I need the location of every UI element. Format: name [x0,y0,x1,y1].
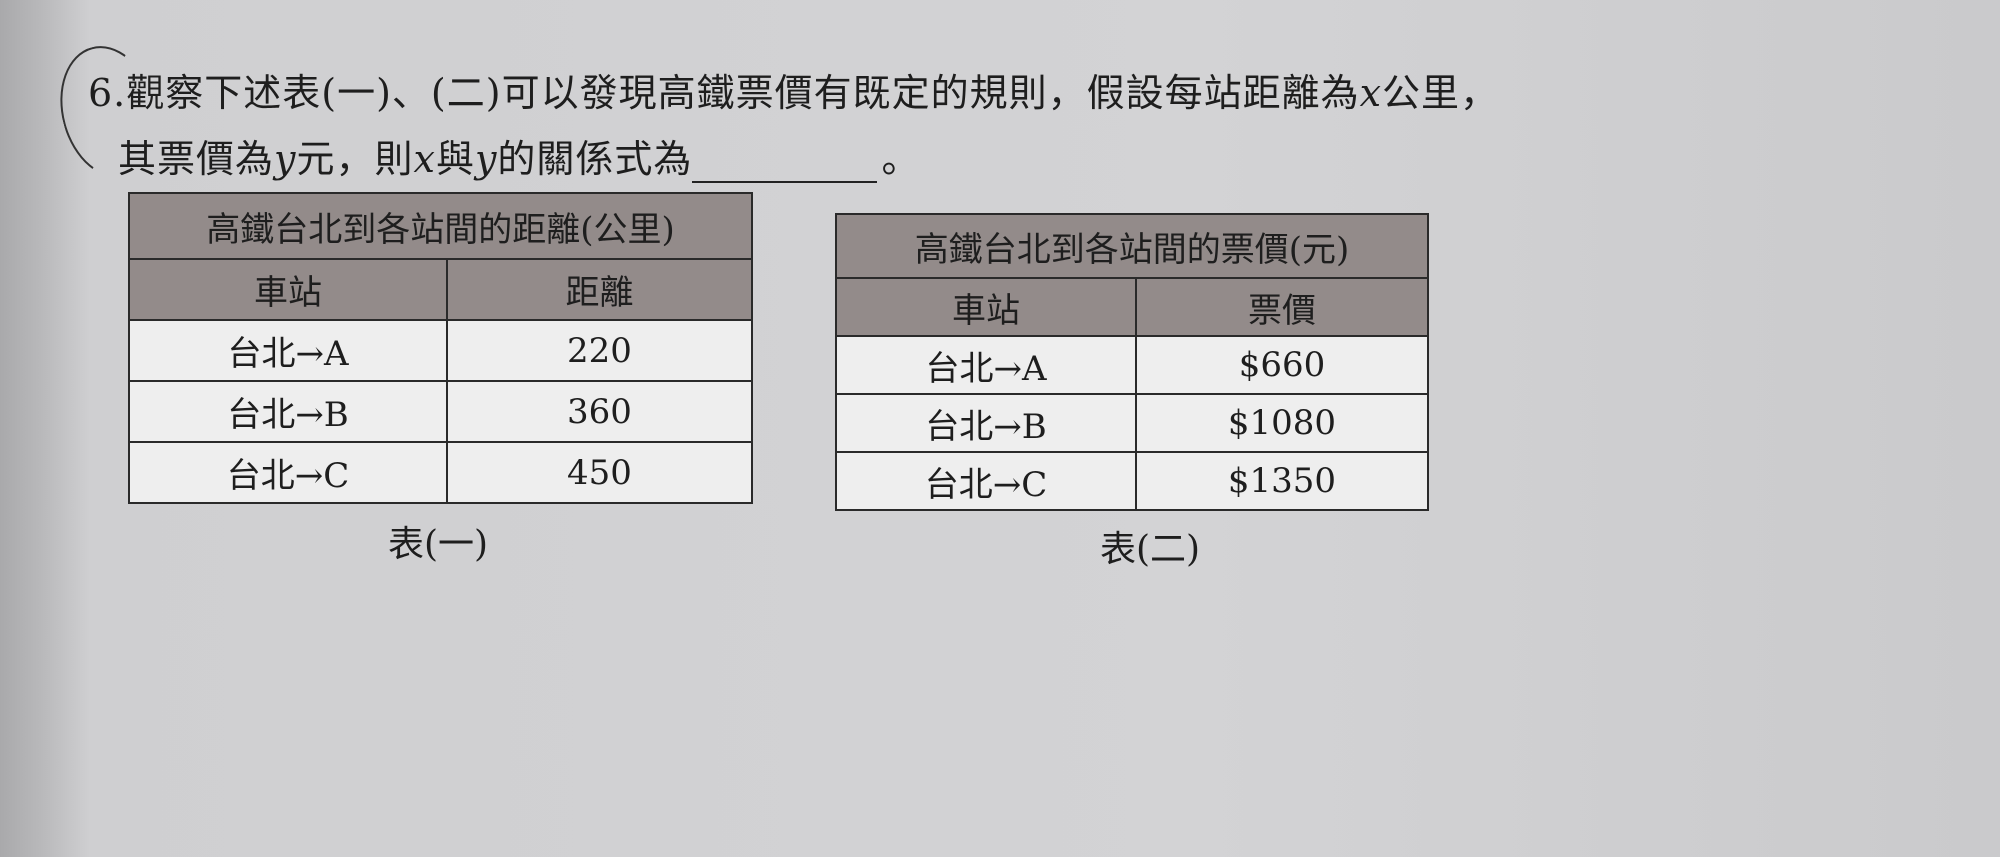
distance-cell: 220 [446,319,753,382]
question-number: 6. [88,71,127,115]
question-end: 。 [881,137,921,181]
station-cell: 台北→B [835,393,1137,453]
variable-y: y [274,137,297,181]
distance-cell: 450 [446,441,753,504]
question-line-1: 6.觀察下述表(一)、(二)可以發現高鐵票價有既定的規則，假設每站距離為x公里， [88,62,1499,117]
question-text: 與 [435,137,475,181]
fare-table: 高鐵台北到各站間的票價(元) 車站 票價 台北→A $660 台北→B $1080 台… [835,213,1429,511]
table-row: 台北→A $660 [835,335,1429,395]
table-row: 台北→B $1080 [835,393,1429,453]
question-line-2: 其票價為y元，則x與y的關係式為。 [118,128,920,183]
station-cell: 台北→A [128,319,448,382]
table-title: 高鐵台北到各站間的距離(公里) [128,192,753,260]
answer-blank[interactable] [692,147,878,183]
question-text: 觀察下述表(一)、(二)可以發現高鐵票價有既定的規則，假設每站距離為 [126,71,1360,115]
table-row: 台北→B 360 [128,380,753,443]
table-row: 台北→C 450 [128,441,753,504]
column-header: 車站 [835,277,1137,337]
fare-cell: $660 [1135,335,1429,395]
station-cell: 台北→C [835,451,1137,511]
table-title: 高鐵台北到各站間的票價(元) [835,213,1429,279]
station-cell: 台北→A [835,335,1137,395]
question-text: 的關係式為 [497,137,693,181]
question-text: 元，則 [296,137,414,181]
variable-x: x [413,137,436,181]
fare-cell: $1080 [1135,393,1429,453]
variable-x: x [1359,71,1383,115]
table-row: 台北→C $1350 [835,451,1429,511]
column-header: 距離 [446,258,753,321]
fare-cell: $1350 [1135,451,1429,511]
question-text: 其票價為 [118,137,275,181]
distance-cell: 360 [446,380,753,443]
variable-y: y [474,137,498,181]
column-header: 車站 [128,258,448,321]
table-caption: 表(二) [1100,529,1201,570]
table-caption: 表(一) [388,524,489,565]
question-text: 公里， [1382,71,1500,115]
column-header: 票價 [1135,277,1429,337]
table-row: 台北→A 220 [128,319,753,382]
distance-table: 高鐵台北到各站間的距離(公里) 車站 距離 台北→A 220 台北→B 360 台北→… [128,192,753,504]
station-cell: 台北→C [128,441,448,504]
station-cell: 台北→B [128,380,448,443]
